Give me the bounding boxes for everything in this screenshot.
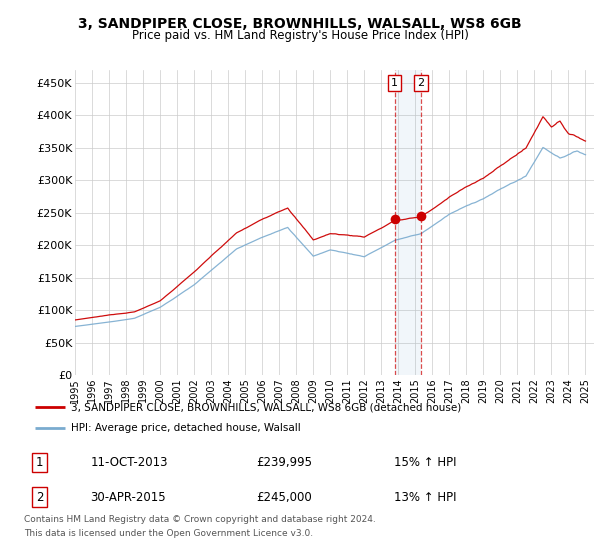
Bar — [395, 70, 421, 375]
Text: Price paid vs. HM Land Registry's House Price Index (HPI): Price paid vs. HM Land Registry's House … — [131, 29, 469, 42]
Text: 1: 1 — [36, 456, 43, 469]
Text: 30-APR-2015: 30-APR-2015 — [90, 491, 166, 504]
Text: 1: 1 — [391, 78, 398, 88]
Text: 15% ↑ HPI: 15% ↑ HPI — [394, 456, 457, 469]
Text: £239,995: £239,995 — [256, 456, 312, 469]
Text: £245,000: £245,000 — [256, 491, 311, 504]
Text: Contains HM Land Registry data © Crown copyright and database right 2024.: Contains HM Land Registry data © Crown c… — [24, 515, 376, 524]
Text: 11-OCT-2013: 11-OCT-2013 — [90, 456, 168, 469]
Text: 2: 2 — [418, 78, 425, 88]
Text: 2: 2 — [36, 491, 43, 504]
Text: 13% ↑ HPI: 13% ↑ HPI — [394, 491, 457, 504]
Text: HPI: Average price, detached house, Walsall: HPI: Average price, detached house, Wals… — [71, 423, 301, 433]
Text: 3, SANDPIPER CLOSE, BROWNHILLS, WALSALL, WS8 6GB: 3, SANDPIPER CLOSE, BROWNHILLS, WALSALL,… — [78, 17, 522, 31]
Text: This data is licensed under the Open Government Licence v3.0.: This data is licensed under the Open Gov… — [24, 529, 313, 538]
Text: 3, SANDPIPER CLOSE, BROWNHILLS, WALSALL, WS8 6GB (detached house): 3, SANDPIPER CLOSE, BROWNHILLS, WALSALL,… — [71, 402, 461, 412]
